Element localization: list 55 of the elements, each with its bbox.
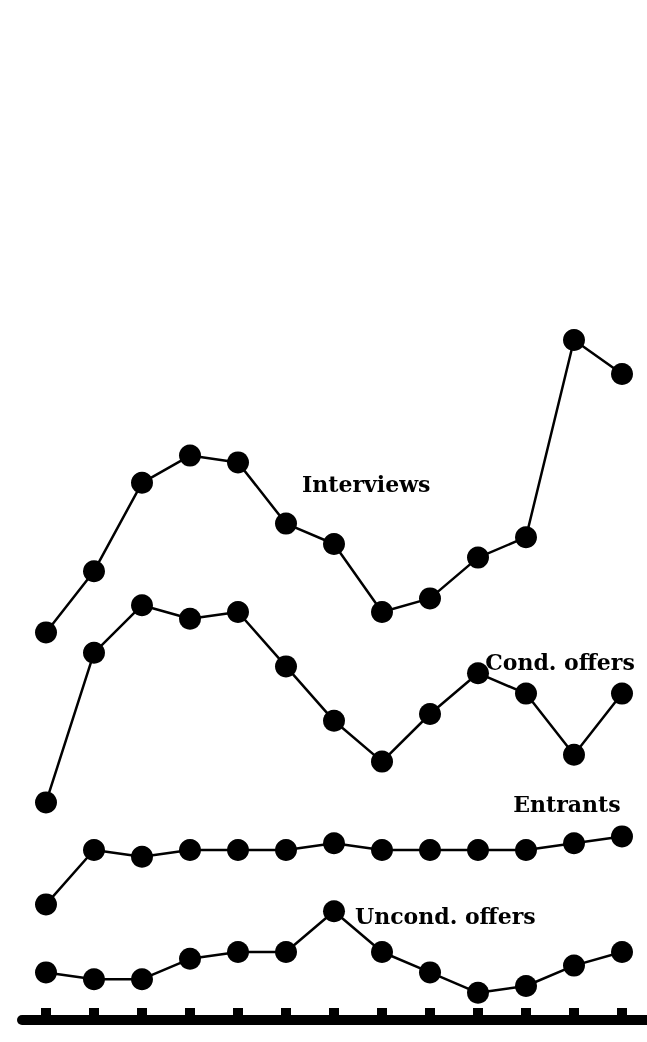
point <box>83 839 105 861</box>
point <box>131 968 153 991</box>
point <box>35 621 57 644</box>
point <box>275 655 297 678</box>
point <box>323 832 345 855</box>
point <box>227 451 249 474</box>
point <box>467 839 489 861</box>
point <box>323 709 345 732</box>
point <box>227 839 249 861</box>
point <box>611 363 633 385</box>
point <box>563 743 585 766</box>
point <box>83 641 105 664</box>
point <box>371 941 393 963</box>
point <box>35 893 57 916</box>
point <box>419 839 441 861</box>
series-label: Entrants <box>513 791 621 818</box>
point <box>371 839 393 861</box>
point <box>515 682 537 705</box>
point <box>227 601 249 623</box>
point <box>35 961 57 984</box>
point <box>227 941 249 963</box>
point <box>419 703 441 725</box>
series-label: Uncond. offers <box>355 903 536 930</box>
point <box>179 947 201 970</box>
point <box>611 941 633 963</box>
point <box>419 587 441 610</box>
point <box>275 512 297 535</box>
point <box>179 444 201 467</box>
point <box>419 961 441 984</box>
point <box>83 968 105 991</box>
point <box>467 981 489 1004</box>
point <box>611 682 633 705</box>
point <box>563 832 585 855</box>
point <box>515 526 537 549</box>
point <box>275 839 297 861</box>
point <box>563 954 585 977</box>
series-label: Interviews <box>302 470 431 497</box>
point <box>131 845 153 868</box>
point <box>515 975 537 997</box>
point <box>275 941 297 963</box>
point <box>179 839 201 861</box>
point <box>131 471 153 494</box>
point <box>371 750 393 773</box>
point <box>83 560 105 583</box>
point <box>179 607 201 630</box>
point <box>611 825 633 848</box>
point <box>323 533 345 555</box>
point <box>563 329 585 351</box>
point <box>371 601 393 623</box>
point <box>323 900 345 923</box>
point <box>515 839 537 861</box>
series-label: Cond. offers <box>485 648 635 675</box>
point <box>467 546 489 569</box>
point <box>35 791 57 814</box>
point <box>131 594 153 617</box>
